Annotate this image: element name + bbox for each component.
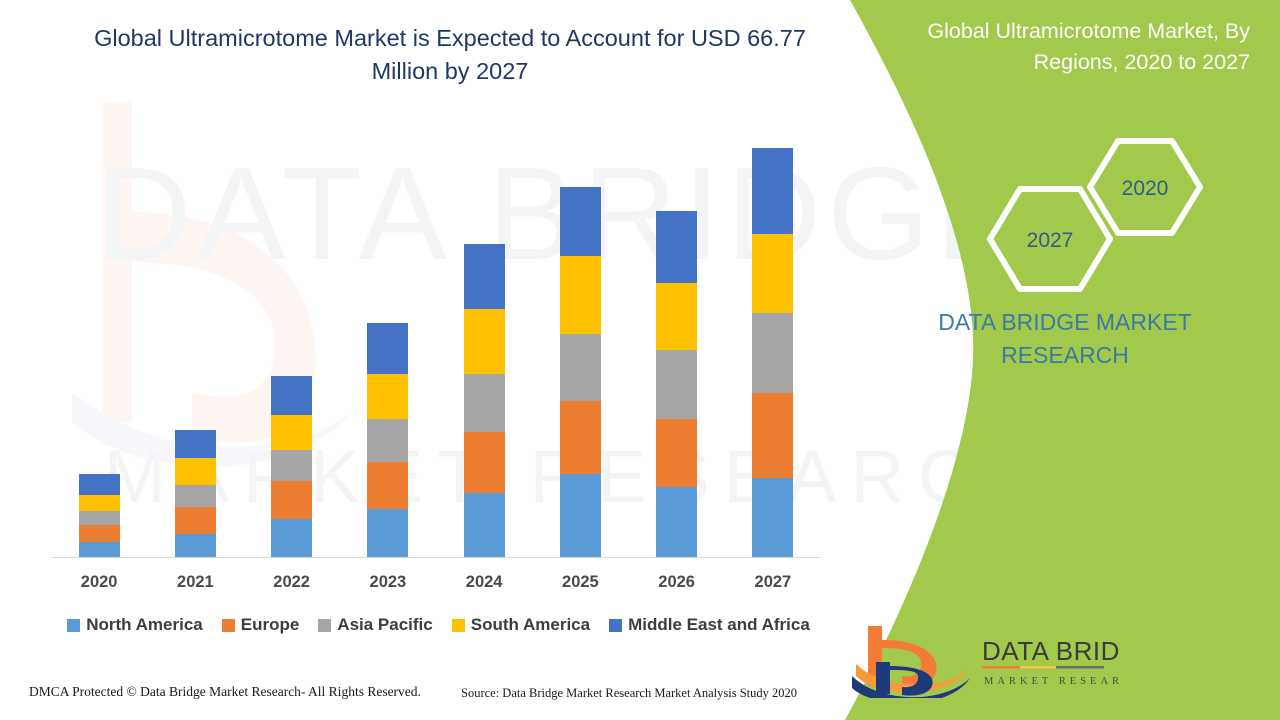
bar-2024 bbox=[463, 243, 505, 558]
bar-segment bbox=[78, 474, 120, 495]
bar-segment bbox=[656, 349, 698, 420]
x-axis-label: 2021 bbox=[177, 573, 214, 591]
x-axis-label: 2022 bbox=[273, 573, 310, 591]
x-axis-label: 2020 bbox=[80, 573, 118, 591]
bar-2027 bbox=[752, 148, 794, 558]
bar-2025 bbox=[559, 186, 601, 558]
footer-source: Source: Data Bridge Market Research Mark… bbox=[461, 686, 798, 700]
chart-legend: North America Europe Asia Pacific South Ame… bbox=[51, 615, 826, 635]
bar-segment bbox=[752, 313, 794, 393]
bar-segment bbox=[752, 392, 794, 479]
panel-title: Global Ultramicrotome Market, By Regions… bbox=[927, 19, 1250, 75]
legend-item[interactable]: South America bbox=[451, 615, 591, 635]
bar-segment bbox=[752, 478, 794, 558]
bar-segment bbox=[463, 243, 505, 310]
bar-segment bbox=[367, 509, 409, 558]
bar-segment bbox=[271, 415, 313, 450]
bar-2020 bbox=[78, 474, 120, 558]
x-axis-line bbox=[51, 557, 821, 558]
legend-swatch-icon bbox=[318, 618, 332, 632]
bar-segment bbox=[752, 148, 794, 234]
data-bridge-logo-icon: DATA BRIDGE MARKET RESEARCH bbox=[852, 626, 1120, 698]
bar-segment bbox=[78, 511, 120, 526]
bar-segment bbox=[174, 507, 216, 534]
bar-segment bbox=[559, 400, 601, 475]
stacked-bar-plot bbox=[51, 148, 821, 558]
x-axis-label: 2027 bbox=[754, 573, 792, 591]
bar-segment bbox=[271, 449, 313, 481]
bar-segment bbox=[271, 480, 313, 520]
logo-secondary-text: MARKET RESEARCH bbox=[984, 676, 1120, 687]
bar-segment bbox=[367, 419, 409, 463]
legend-label: Middle East and Africa bbox=[628, 615, 810, 634]
bar-2026 bbox=[656, 211, 698, 558]
bar-segment bbox=[463, 374, 505, 432]
bar-segment bbox=[367, 374, 409, 420]
brand-panel: Global Ultramicrotome Market, By Regions… bbox=[840, 0, 1280, 720]
bar-segment bbox=[78, 525, 120, 542]
bar-segment bbox=[78, 494, 120, 512]
legend-label: South America bbox=[470, 615, 591, 634]
legend-label: Asia Pacific bbox=[337, 615, 433, 634]
bar-segment bbox=[559, 333, 601, 401]
legend-swatch-icon bbox=[609, 618, 623, 632]
bar-segment bbox=[174, 458, 216, 485]
legend-item[interactable]: Asia Pacific bbox=[318, 615, 433, 635]
bar-segment bbox=[656, 211, 698, 283]
bar-2021 bbox=[174, 429, 216, 558]
brand-panel-shape bbox=[845, 0, 1280, 720]
logo-primary-text: DATA BRIDGE bbox=[982, 636, 1120, 666]
legend-item[interactable]: Europe bbox=[221, 615, 300, 635]
bar-segment bbox=[752, 233, 794, 314]
bar-segment bbox=[463, 431, 505, 493]
legend-swatch-icon bbox=[451, 618, 465, 632]
page-title: Global Ultramicrotome Market is Expected… bbox=[94, 25, 806, 85]
bar-segment bbox=[656, 486, 698, 558]
bar-segment bbox=[463, 492, 505, 558]
bar-segment bbox=[78, 541, 120, 558]
footer: DMCA Protected © Data Bridge Market Rese… bbox=[0, 684, 852, 710]
bar-segment bbox=[174, 484, 216, 508]
bar-segment bbox=[559, 256, 601, 334]
bar-2023 bbox=[367, 323, 409, 558]
x-axis-label: 2025 bbox=[562, 573, 599, 591]
bar-segment bbox=[656, 419, 698, 487]
legend-item[interactable]: Middle East and Africa bbox=[609, 615, 810, 635]
bar-segment bbox=[174, 533, 216, 558]
bar-segment bbox=[367, 462, 409, 510]
x-axis-label: 2026 bbox=[658, 573, 695, 591]
bar-segment bbox=[271, 376, 313, 416]
bar-segment bbox=[559, 186, 601, 257]
bar-segment bbox=[463, 309, 505, 375]
bar-segment bbox=[271, 519, 313, 558]
footer-copyright: DMCA Protected © Data Bridge Market Rese… bbox=[29, 684, 421, 699]
hexagon-2020-label: 2020 bbox=[1122, 177, 1169, 200]
x-axis-labels: 2020 2021 2022 2023 2024 2025 2026 2027 bbox=[51, 573, 821, 599]
hexagon-2020-icon: 2020 bbox=[1087, 138, 1203, 236]
hexagon-2027-icon: 2027 bbox=[987, 186, 1113, 292]
hexagon-2027-label: 2027 bbox=[1027, 229, 1074, 252]
bar-segment bbox=[559, 474, 601, 558]
brand-subtitle: DATA BRIDGE MARKET RESEARCH bbox=[938, 309, 1192, 369]
hexagon-group: 2020 2027 bbox=[950, 135, 1250, 295]
bar-2022 bbox=[271, 376, 313, 558]
legend-item[interactable]: North America bbox=[67, 615, 203, 635]
bar-segment bbox=[174, 429, 216, 459]
legend-swatch-icon bbox=[67, 618, 81, 632]
x-axis-label: 2024 bbox=[465, 573, 503, 591]
bar-segment bbox=[656, 282, 698, 350]
x-axis-label: 2023 bbox=[369, 573, 407, 591]
legend-label: Europe bbox=[240, 615, 300, 634]
bar-segment bbox=[367, 323, 409, 375]
legend-swatch-icon bbox=[221, 618, 235, 632]
legend-label: North America bbox=[86, 615, 203, 634]
